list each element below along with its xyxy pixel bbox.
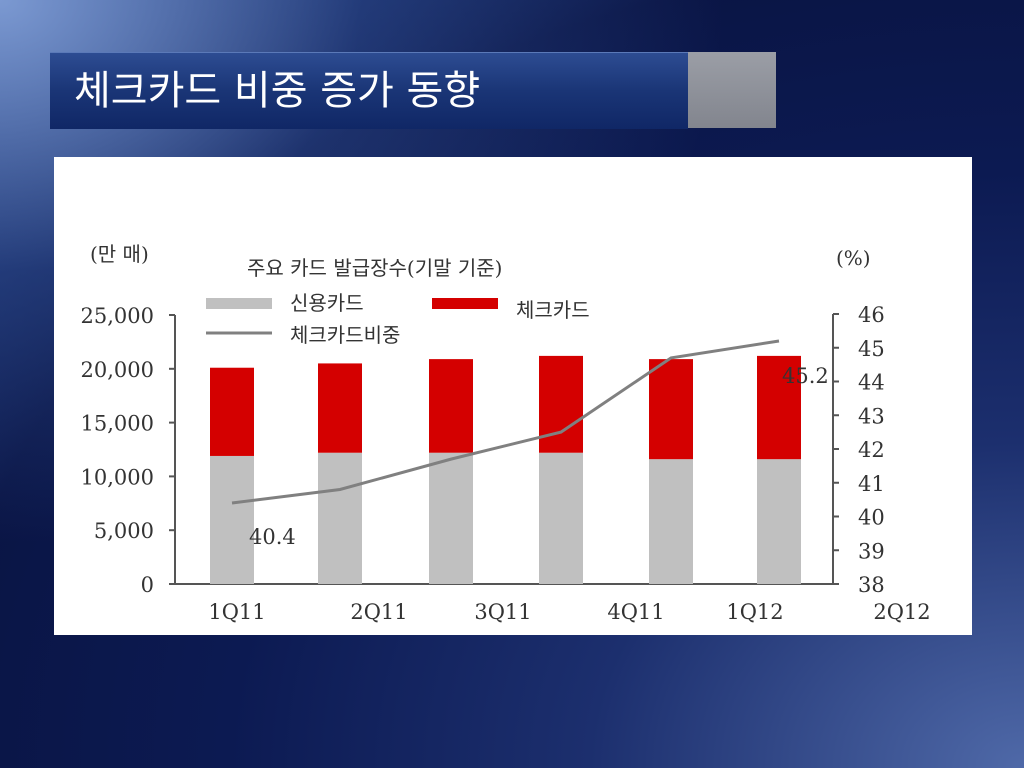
- right-axis-tick-label: 46: [858, 303, 885, 327]
- legend-label-check-card-share: 체크카드비중: [290, 323, 400, 347]
- line-check-card-share: [231, 339, 780, 505]
- right-axis-tick-label: 45: [858, 337, 885, 361]
- title-accent-tab: [688, 52, 776, 128]
- right-axis-tick-label: 41: [858, 472, 885, 496]
- bar-check-card: [318, 363, 362, 453]
- right-axis-tick-label: 40: [858, 506, 885, 530]
- title-bar: 체크카드 비중 증가 동향: [50, 52, 688, 129]
- plot-area: 0 5,000 10,000 15,000 20,000 25,000 38 39 40 41 42…: [81, 303, 931, 624]
- x-axis-tick-label: 1Q12: [726, 600, 783, 624]
- bar-check-card: [649, 359, 693, 460]
- left-axis-tick-label: 25,000: [81, 304, 154, 328]
- data-label-last: 45.2: [782, 364, 829, 388]
- bar-check-card: [210, 367, 254, 456]
- right-axis-tick-label: 38: [858, 573, 885, 597]
- x-axis-tick-label: 1Q11: [208, 600, 265, 624]
- right-axis-tick-label: 44: [858, 371, 885, 395]
- x-axis-tick-label: 3Q11: [474, 600, 531, 624]
- chart-title: 주요 카드 발급장수(기말 기준): [247, 256, 502, 280]
- bar-check-card: [539, 355, 583, 453]
- x-axis-tick-label: 2Q11: [350, 600, 407, 624]
- right-axis-tick-label: 43: [858, 404, 885, 428]
- legend-label-credit-card: 신용카드: [290, 291, 364, 315]
- chart: (만 매) (%) 주요 카드 발급장수(기말 기준) 신용카드 체크카드 체크…: [81, 242, 931, 624]
- left-axis-unit: (만 매): [90, 242, 149, 266]
- right-axis-tick-label: 39: [858, 539, 885, 563]
- right-axis-unit: (%): [836, 246, 871, 270]
- bar-credit-card: [318, 452, 362, 584]
- legend-swatch-check-card: [432, 298, 498, 309]
- bar-credit-card: [757, 459, 801, 584]
- left-axis-tick-label: 15,000: [81, 412, 154, 436]
- bar-check-card: [429, 359, 473, 453]
- x-axis-tick-label: 2Q12: [873, 600, 930, 624]
- left-axis-tick-label: 10,000: [81, 465, 154, 489]
- right-axis-tick-label: 42: [858, 438, 885, 462]
- slide-title: 체크카드 비중 증가 동향: [74, 68, 481, 114]
- data-label-first: 40.4: [249, 525, 296, 549]
- bar-credit-card: [429, 452, 473, 584]
- left-axis-tick-label: 20,000: [81, 358, 154, 382]
- x-axis-tick-label: 4Q11: [607, 600, 664, 624]
- left-axis-tick-label: 0: [141, 573, 154, 597]
- bar-credit-card: [210, 455, 254, 584]
- bar-check-card: [757, 355, 801, 460]
- bar-credit-card: [649, 459, 693, 584]
- chart-panel: (만 매) (%) 주요 카드 발급장수(기말 기준) 신용카드 체크카드 체크…: [54, 157, 972, 635]
- left-axis-tick-label: 5,000: [94, 519, 154, 543]
- legend-swatch-credit-card: [206, 298, 272, 309]
- bar-credit-card: [539, 452, 583, 584]
- legend-label-check-card: 체크카드: [516, 298, 590, 322]
